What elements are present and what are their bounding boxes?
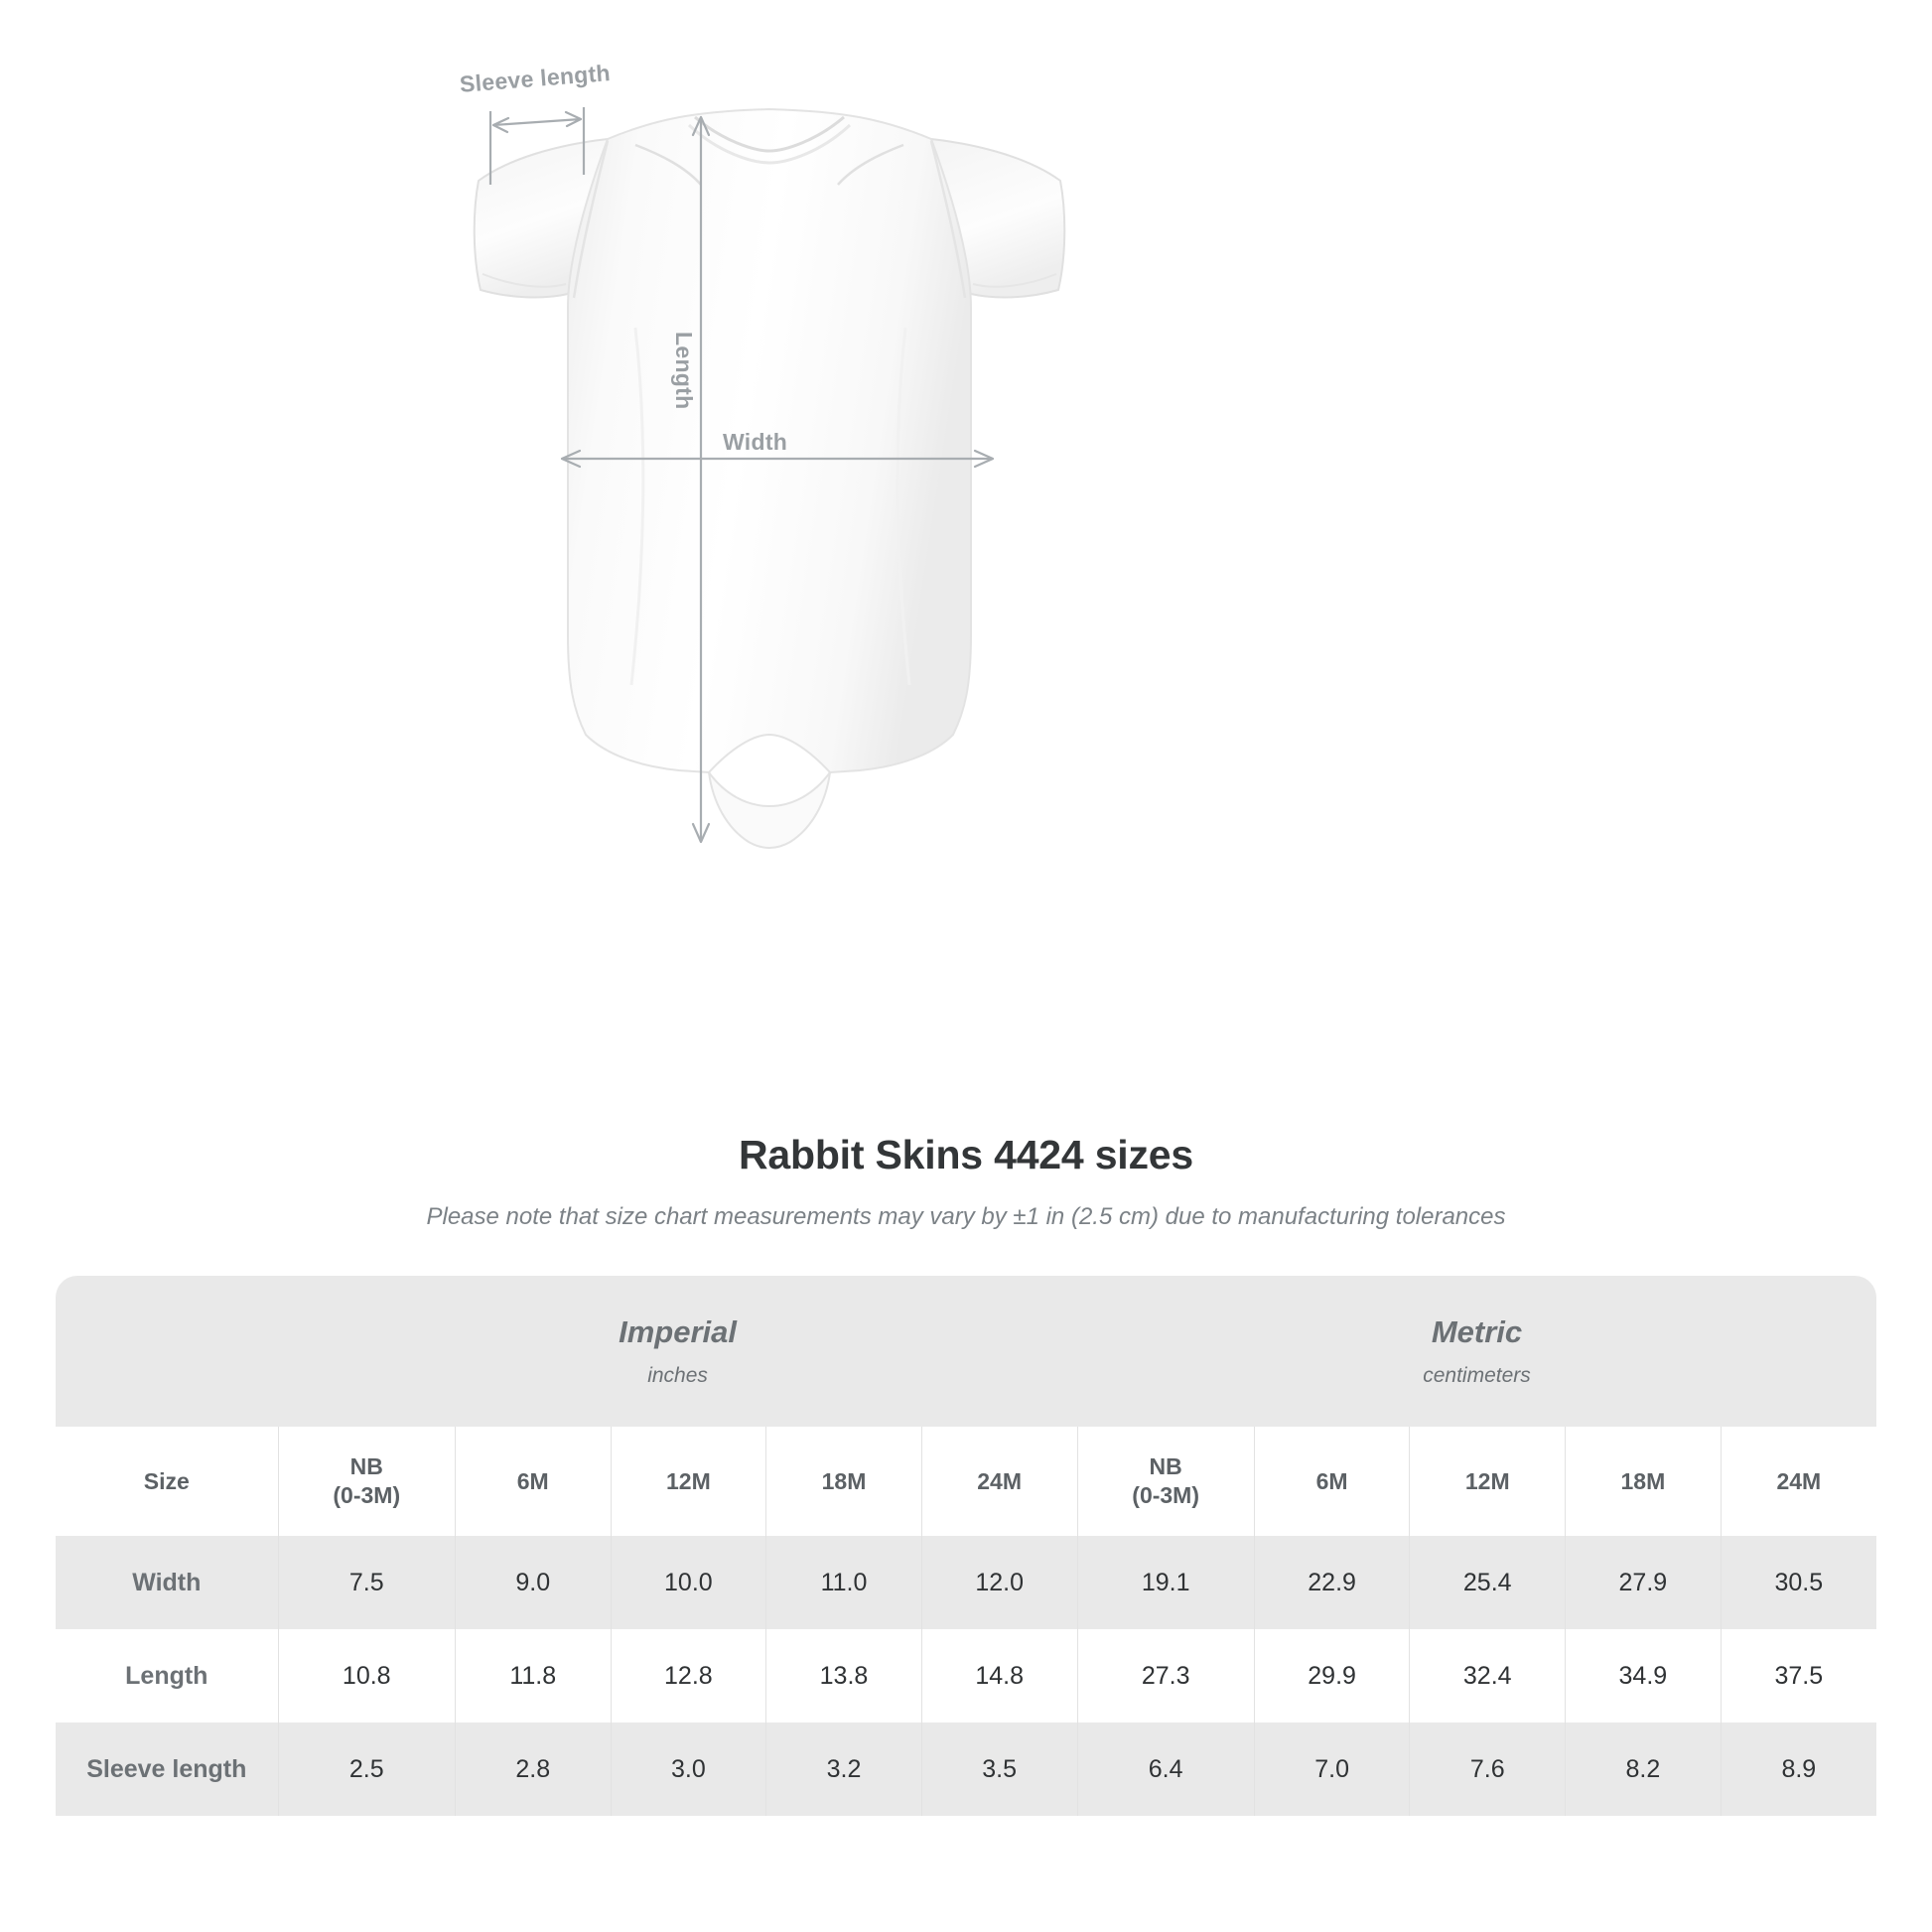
bodysuit-body bbox=[567, 107, 972, 774]
size-header-metric-24m: 24M bbox=[1720, 1427, 1876, 1536]
unit-system-band: Imperial inches Metric centimeters bbox=[56, 1276, 1876, 1427]
cell-sleeve-metric-18m: 8.2 bbox=[1565, 1723, 1722, 1816]
size-header-metric-18m-top: 18M bbox=[1620, 1467, 1666, 1494]
unit-system-imperial-name: Imperial bbox=[619, 1314, 737, 1349]
cell-length-imperial-24m: 14.8 bbox=[920, 1629, 1077, 1723]
size-header-imperial-nb-top: NB bbox=[349, 1453, 383, 1480]
row-label-sleeve-length: Sleeve length bbox=[56, 1723, 279, 1816]
neckline-binding bbox=[687, 123, 852, 165]
table-row: Sleeve length 2.5 2.8 3.0 3.2 3.5 6.4 7.… bbox=[56, 1723, 1876, 1816]
size-header-metric-12m-top: 12M bbox=[1464, 1467, 1510, 1494]
row-label-length: Length bbox=[56, 1629, 279, 1723]
cell-width-metric-6m: 22.9 bbox=[1253, 1536, 1410, 1629]
cell-sleeve-imperial-12m: 3.0 bbox=[610, 1723, 766, 1816]
left-shoulder-seam bbox=[634, 143, 702, 186]
unit-system-imperial-unit: inches bbox=[647, 1364, 708, 1387]
unit-system-metric-unit: centimeters bbox=[1423, 1364, 1531, 1387]
size-header-imperial-24m: 24M bbox=[920, 1427, 1077, 1536]
size-header-row: Size NB (0-3M) 6M 12M 18M 24M bbox=[56, 1427, 1876, 1536]
size-header-imperial-nb: NB (0-3M) bbox=[277, 1427, 456, 1536]
size-header-metric-nb: NB (0-3M) bbox=[1076, 1427, 1255, 1536]
size-header-metric-nb-top: NB bbox=[1149, 1453, 1182, 1480]
unit-system-imperial: Imperial inches bbox=[278, 1276, 1077, 1427]
unit-system-metric-name: Metric bbox=[1431, 1314, 1523, 1349]
cell-length-imperial-18m: 13.8 bbox=[765, 1629, 922, 1723]
bodysuit-illustration bbox=[473, 107, 1066, 849]
neckline bbox=[694, 115, 845, 153]
cell-length-metric-6m: 29.9 bbox=[1253, 1629, 1410, 1723]
cell-width-imperial-18m: 11.0 bbox=[765, 1536, 922, 1629]
cell-width-imperial-nb: 7.5 bbox=[277, 1536, 456, 1629]
cell-sleeve-metric-12m: 7.6 bbox=[1409, 1723, 1566, 1816]
cell-length-imperial-6m: 11.8 bbox=[454, 1629, 612, 1723]
right-armhole-seam bbox=[929, 140, 967, 299]
size-header-imperial-18m: 18M bbox=[765, 1427, 922, 1536]
cell-width-metric-18m: 27.9 bbox=[1565, 1536, 1722, 1629]
garment-diagram: Sleeve length Length Width bbox=[459, 60, 1066, 849]
size-table-container: Imperial inches Metric centimeters Size … bbox=[56, 1276, 1876, 1816]
left-sleeve-hem bbox=[482, 273, 567, 288]
cell-sleeve-imperial-24m: 3.5 bbox=[920, 1723, 1077, 1816]
size-header-imperial-12m: 12M bbox=[610, 1427, 766, 1536]
size-table: Imperial inches Metric centimeters Size … bbox=[56, 1276, 1876, 1816]
cell-sleeve-metric-nb: 6.4 bbox=[1076, 1723, 1255, 1816]
left-armhole-seam bbox=[572, 140, 610, 299]
right-shoulder-seam bbox=[837, 143, 904, 186]
cell-width-metric-nb: 19.1 bbox=[1076, 1536, 1255, 1629]
cell-width-metric-12m: 25.4 bbox=[1409, 1536, 1566, 1629]
size-header-imperial-24m-top: 24M bbox=[977, 1467, 1023, 1494]
cell-width-metric-24m: 30.5 bbox=[1720, 1536, 1876, 1629]
size-header-label: Size bbox=[56, 1427, 279, 1536]
size-header-metric-18m: 18M bbox=[1565, 1427, 1722, 1536]
right-sleeve-hem bbox=[972, 273, 1057, 288]
size-header-imperial-nb-bottom: (0-3M) bbox=[333, 1482, 401, 1508]
width-dimension bbox=[560, 449, 995, 469]
cell-length-metric-18m: 34.9 bbox=[1565, 1629, 1722, 1723]
table-row: Length 10.8 11.8 12.8 13.8 14.8 27.3 29.… bbox=[56, 1629, 1876, 1723]
width-annotation-label: Width bbox=[723, 429, 788, 455]
cell-sleeve-imperial-nb: 2.5 bbox=[277, 1723, 456, 1816]
cell-length-imperial-12m: 12.8 bbox=[610, 1629, 766, 1723]
cell-width-imperial-6m: 9.0 bbox=[454, 1536, 612, 1629]
tolerance-note: Please note that size chart measurements… bbox=[426, 1203, 1506, 1230]
size-header-imperial-6m-top: 6M bbox=[516, 1467, 549, 1494]
length-dimension bbox=[691, 115, 711, 844]
fabric-fold-right bbox=[896, 327, 911, 686]
sleeve-length-dimension bbox=[488, 107, 586, 185]
size-header-metric-6m-top: 6M bbox=[1315, 1467, 1348, 1494]
size-header-imperial-18m-top: 18M bbox=[821, 1467, 867, 1494]
size-header-metric-24m-top: 24M bbox=[1776, 1467, 1822, 1494]
cell-length-metric-24m: 37.5 bbox=[1720, 1629, 1876, 1723]
size-header-metric-nb-bottom: (0-3M) bbox=[1132, 1482, 1200, 1508]
row-label-width: Width bbox=[56, 1536, 279, 1629]
fabric-fold-left bbox=[629, 327, 645, 686]
cell-sleeve-imperial-18m: 3.2 bbox=[765, 1723, 922, 1816]
cell-sleeve-imperial-6m: 2.8 bbox=[454, 1723, 612, 1816]
size-header-imperial-6m: 6M bbox=[454, 1427, 612, 1536]
size-header-metric-6m: 6M bbox=[1253, 1427, 1410, 1536]
length-annotation-label: Length bbox=[671, 332, 697, 410]
cell-width-imperial-12m: 10.0 bbox=[610, 1536, 766, 1629]
size-header-imperial-12m-top: 12M bbox=[665, 1467, 711, 1494]
size-header-metric-12m: 12M bbox=[1409, 1427, 1566, 1536]
cell-length-metric-12m: 32.4 bbox=[1409, 1629, 1566, 1723]
cell-sleeve-metric-6m: 7.0 bbox=[1253, 1723, 1410, 1816]
cell-sleeve-metric-24m: 8.9 bbox=[1720, 1723, 1876, 1816]
unit-system-metric: Metric centimeters bbox=[1077, 1276, 1876, 1427]
cell-width-imperial-24m: 12.0 bbox=[920, 1536, 1077, 1629]
cell-length-imperial-nb: 10.8 bbox=[277, 1629, 456, 1723]
page-title: Rabbit Skins 4424 sizes bbox=[738, 1132, 1193, 1177]
chart-heading: Rabbit Skins 4424 sizes Please note that… bbox=[0, 1132, 1932, 1231]
table-row: Width 7.5 9.0 10.0 11.0 12.0 19.1 22.9 2… bbox=[56, 1536, 1876, 1629]
crotch-gusset bbox=[708, 771, 831, 849]
unit-band-spacer bbox=[56, 1276, 279, 1427]
cell-length-metric-nb: 27.3 bbox=[1076, 1629, 1255, 1723]
